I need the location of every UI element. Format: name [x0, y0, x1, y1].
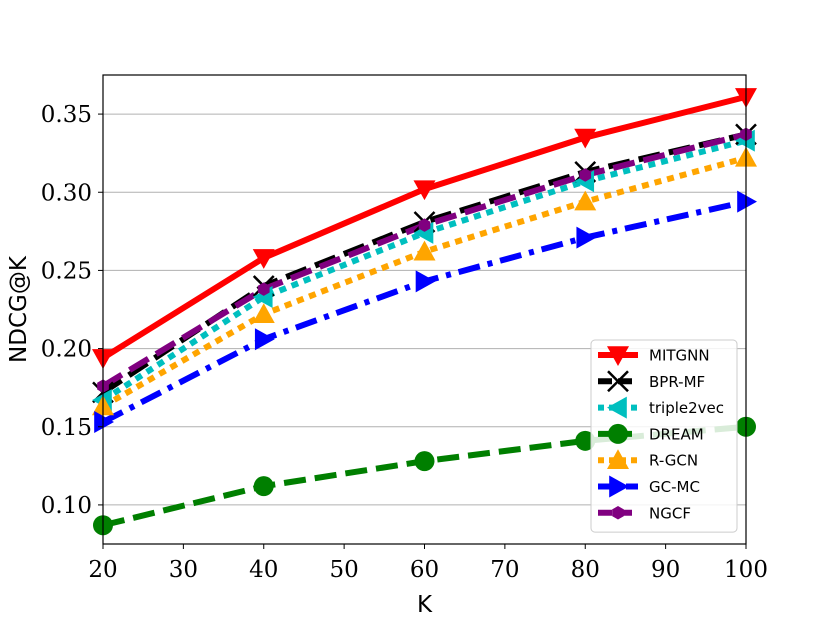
data-point-ngcf [579, 168, 592, 182]
x-tick-label: 30 [169, 557, 198, 583]
data-point-mitgnn [252, 249, 275, 269]
legend-marker-r-gcn [607, 449, 629, 469]
series-markers [92, 88, 757, 536]
axis-ticks: 0.10 0.15 0.20 0.25 0.30 0.35 20 30 40 50 60 70 80 90… [41, 102, 768, 583]
x-axis-label: K [417, 592, 433, 618]
legend-label: triple2vec [649, 399, 724, 417]
legend-marker-ngcf [612, 506, 624, 520]
data-point-mitgnn [574, 128, 597, 149]
legend-label: BPR-MF [649, 373, 705, 391]
legend-marker-mitgnn [607, 346, 629, 366]
legend-label: MITGNN [649, 347, 710, 365]
legend-label: R-GCN [649, 452, 698, 470]
x-tick-label: 90 [651, 557, 680, 583]
data-point-gc-mc [415, 270, 436, 293]
legend-label: NGCF [649, 504, 691, 522]
y-tick-label: 0.15 [41, 415, 92, 441]
x-tick-label: 60 [410, 557, 439, 583]
x-tick-label: 20 [88, 557, 117, 583]
legend-label: GC-MC [649, 478, 700, 496]
data-point-gc-mc [576, 226, 597, 249]
data-point-ngcf [257, 282, 270, 296]
y-tick-label: 0.10 [41, 493, 92, 519]
y-axis-label: NDCG@K [6, 255, 32, 363]
data-point-dream [253, 476, 274, 497]
y-tick-label: 0.20 [41, 337, 92, 363]
legend: MITGNN BPR-MF triple2vec DREAM R-GCN GC-MC NGC… [590, 339, 738, 533]
data-point-dream [414, 451, 435, 472]
y-tick-label: 0.35 [41, 102, 92, 128]
x-tick-label: 70 [490, 557, 519, 583]
data-point-r-gcn [252, 303, 275, 323]
x-tick-label: 100 [724, 557, 768, 583]
x-tick-label: 50 [329, 557, 358, 583]
x-tick-label: 40 [249, 557, 278, 583]
data-point-mitgnn [413, 180, 436, 201]
y-tick-label: 0.30 [41, 180, 92, 206]
data-point-r-gcn [574, 190, 597, 211]
legend-marker-triple2vec [607, 396, 627, 419]
data-point-gc-mc [737, 190, 757, 213]
legend-marker-gc-mc [609, 475, 629, 498]
data-point-r-gcn [413, 240, 436, 261]
data-point-gc-mc [94, 411, 114, 434]
legend-marker-dream [608, 423, 628, 444]
data-point-gc-mc [254, 328, 275, 351]
y-tick-label: 0.25 [41, 258, 92, 284]
data-point-ngcf [418, 218, 431, 232]
legend-marker-bpr-mf [607, 370, 629, 393]
data-point-dream [575, 430, 596, 451]
legend-label: DREAM [649, 425, 704, 443]
x-tick-label: 80 [571, 557, 600, 583]
